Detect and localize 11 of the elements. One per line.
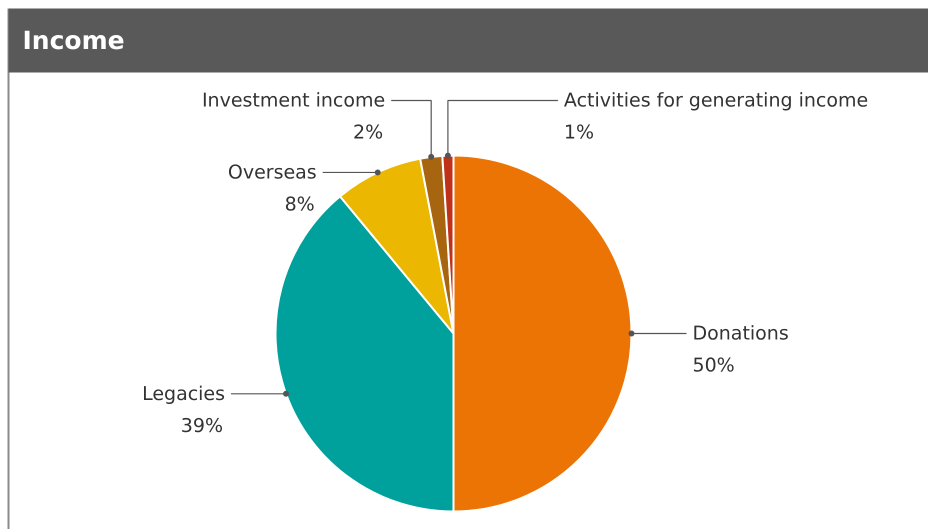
data-label: 39%: [180, 414, 224, 437]
slice-label: Donations: [692, 322, 789, 344]
data-label: 2%: [353, 122, 384, 144]
slice-label: Legacies: [142, 382, 226, 405]
data-label: 50%: [692, 354, 735, 376]
data-label: 8%: [284, 193, 315, 216]
chart-title: Income: [22, 26, 125, 55]
slice-label: Overseas: [228, 161, 317, 184]
data-label: 1%: [564, 122, 594, 144]
slice-label: Activities for generating income: [564, 90, 868, 112]
slice-label: Investment income: [202, 90, 386, 112]
